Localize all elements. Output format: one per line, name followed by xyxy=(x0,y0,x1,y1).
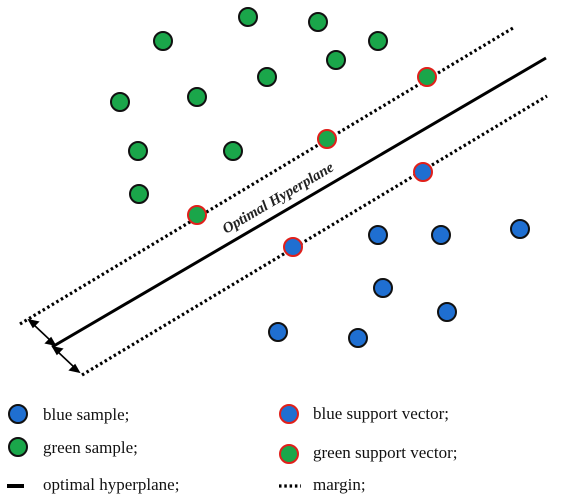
legend-blue-sample-icon xyxy=(8,404,28,424)
legend-margin-label: margin; xyxy=(313,475,366,494)
green-sample xyxy=(223,141,243,161)
blue-sample xyxy=(373,278,393,298)
green-support-vector xyxy=(417,67,437,87)
green-sample xyxy=(308,12,328,32)
legend-solid-line-icon xyxy=(7,484,24,488)
blue-sample xyxy=(368,225,388,245)
blue-support-vectors xyxy=(283,162,433,257)
blue-samples xyxy=(268,219,530,348)
legend-blue-support-vector-label: blue support vector; xyxy=(313,404,449,423)
green-sample xyxy=(368,31,388,51)
margin-arrow-upper xyxy=(27,318,57,347)
hyperplane-label: Optimal Hyperplane xyxy=(220,159,337,237)
blue-sample xyxy=(268,322,288,342)
optimal-hyperplane-line xyxy=(51,56,547,349)
legend-green-sample-icon xyxy=(8,437,28,457)
legend-blue-sample-label: blue sample; xyxy=(43,405,129,424)
green-sample xyxy=(238,7,258,27)
green-support-vector xyxy=(187,205,207,225)
legend: blue sample; green sample; optimal hyper… xyxy=(7,404,457,494)
blue-support-vector xyxy=(283,237,303,257)
green-sample xyxy=(153,31,173,51)
legend-green-support-vector-icon xyxy=(279,444,299,464)
legend-green-support-vector-label: green support vector; xyxy=(313,443,457,462)
blue-sample xyxy=(510,219,530,239)
green-samples xyxy=(110,7,388,204)
green-sample xyxy=(187,87,207,107)
blue-sample xyxy=(437,302,457,322)
lower-margin-line xyxy=(81,94,548,377)
green-sample xyxy=(129,184,149,204)
legend-blue-support-vector-icon xyxy=(279,404,299,424)
green-support-vectors xyxy=(187,67,437,225)
green-sample xyxy=(128,141,148,161)
green-support-vector xyxy=(317,129,337,149)
green-sample xyxy=(110,92,130,112)
blue-support-vector xyxy=(413,162,433,182)
green-sample xyxy=(326,50,346,70)
margin-arrow-lower xyxy=(51,345,81,374)
legend-green-sample-label: green sample; xyxy=(43,438,138,457)
blue-sample xyxy=(431,225,451,245)
blue-sample xyxy=(348,328,368,348)
green-sample xyxy=(257,67,277,87)
legend-optimal-hyperplane-label: optimal hyperplane; xyxy=(43,475,179,494)
